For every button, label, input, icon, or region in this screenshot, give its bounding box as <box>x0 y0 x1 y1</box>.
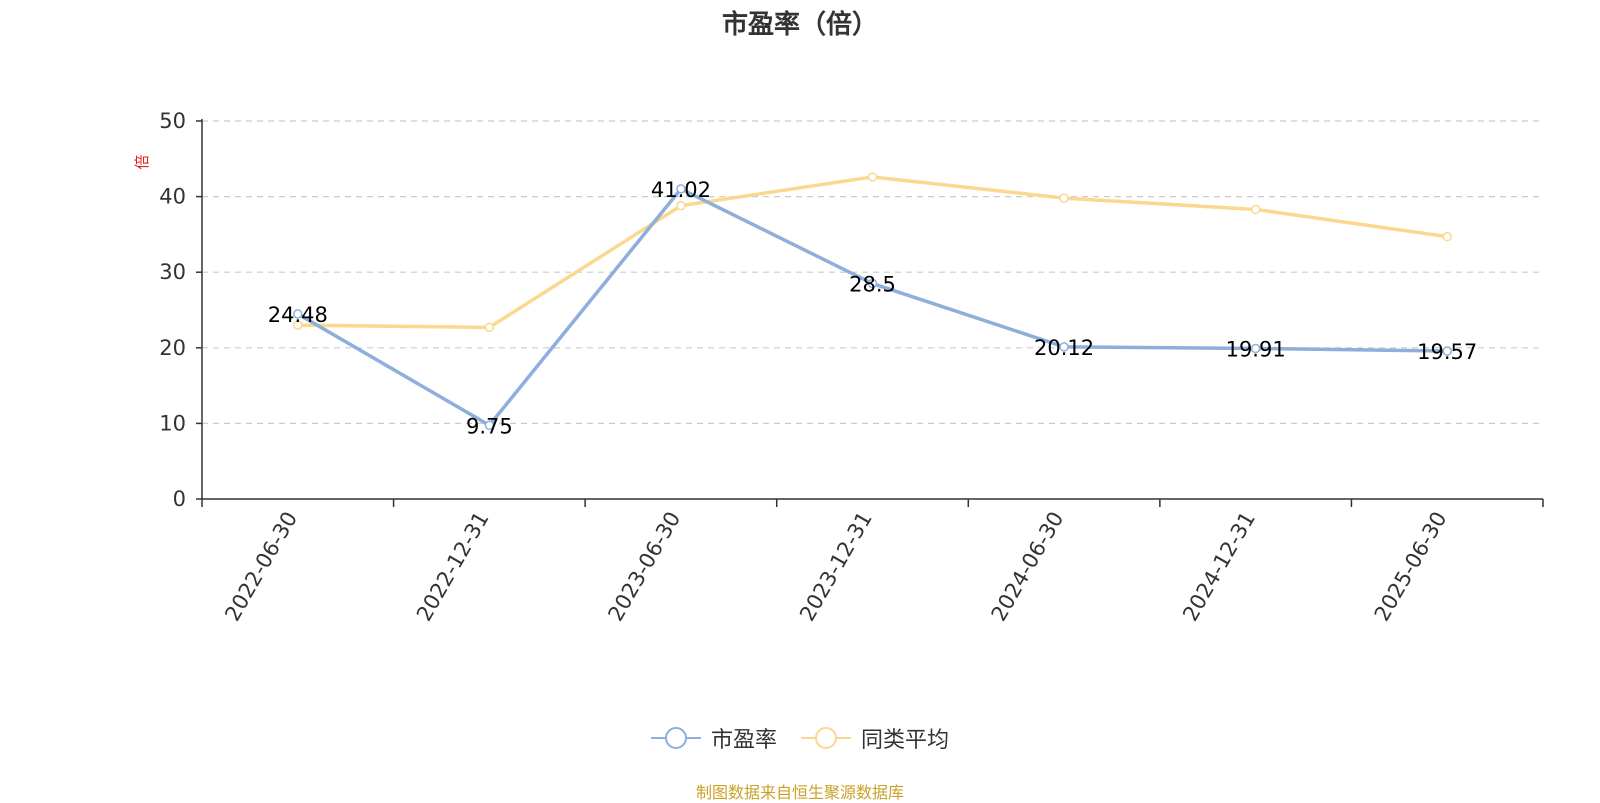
ytick-label-50: 50 <box>159 109 186 133</box>
xtick-label-2024-12-31: 2024-12-31 <box>1178 508 1260 626</box>
point-series-1-1 <box>484 420 495 431</box>
data-label-0: 24.48 <box>268 303 328 327</box>
legend-swatch-series-1 <box>650 727 701 749</box>
data-label-5: 19.91 <box>1226 337 1286 361</box>
xtick-label-2023-06-30: 2023-06-30 <box>603 508 685 626</box>
series-line-2 <box>297 175 1448 330</box>
ytick-label-20: 20 <box>159 336 186 360</box>
legend-label-series-1: 市盈率 <box>710 728 777 753</box>
data-labels: 24.48 9.75 41.02 28.5 20.12 19.91 19.57 <box>268 178 1478 438</box>
point-series-1-2 <box>676 184 686 194</box>
data-label-3: 28.5 <box>849 273 896 297</box>
data-label-2: 41.02 <box>651 178 711 202</box>
legend-item-series-1[interactable]: 市盈率 <box>650 722 777 754</box>
point-series-1-3 <box>867 278 878 289</box>
point-series-2-5 <box>1250 204 1261 215</box>
grid-lines <box>202 120 1543 424</box>
xtick-label-2022-06-30: 2022-06-30 <box>220 508 302 626</box>
point-series-1-4 <box>1059 342 1069 352</box>
ytick-label-10: 10 <box>159 411 186 435</box>
xtick-label-2025-06-30: 2025-06-30 <box>1370 508 1452 626</box>
point-series-1-6 <box>1442 346 1452 356</box>
xtick-label-2023-12-31: 2023-12-31 <box>795 508 877 626</box>
xtick-label-2022-12-31: 2022-12-31 <box>412 508 494 626</box>
chart-title: 市盈率（倍） <box>721 10 878 40</box>
data-label-6: 19.57 <box>1417 340 1477 364</box>
ytick-label-0: 0 <box>173 487 186 511</box>
xtick-label-2024-06-30: 2024-06-30 <box>987 508 1069 626</box>
point-series-2-3 <box>867 172 878 182</box>
point-series-1-0 <box>293 309 303 319</box>
legend-swatch-series-2 <box>801 727 851 749</box>
point-series-2-4 <box>1059 193 1069 203</box>
ytick-label-30: 30 <box>159 260 186 284</box>
y-axis-label: 倍 <box>133 154 151 169</box>
axes: 0 10 20 30 40 50 倍 2022-06-30 2022-12-31 2023-06-… <box>133 109 1544 626</box>
point-series-2-0 <box>293 320 303 330</box>
series-layer <box>293 172 1452 431</box>
legend-item-series-2[interactable]: 同类平均 <box>801 722 949 754</box>
legend: 市盈率 同类平均 <box>0 722 1600 754</box>
point-series-1-5 <box>1250 343 1261 354</box>
data-label-4: 20.12 <box>1034 336 1094 360</box>
ytick-label-40: 40 <box>159 185 186 209</box>
series-line-1 <box>296 187 1448 428</box>
source-note: 制图数据来自恒生聚源数据库 <box>695 783 904 802</box>
legend-label-series-2: 同类平均 <box>861 728 950 753</box>
point-series-2-1 <box>484 322 495 333</box>
data-label-1: 9.75 <box>466 414 513 438</box>
point-series-2-2 <box>676 200 686 211</box>
point-series-2-6 <box>1442 231 1452 242</box>
